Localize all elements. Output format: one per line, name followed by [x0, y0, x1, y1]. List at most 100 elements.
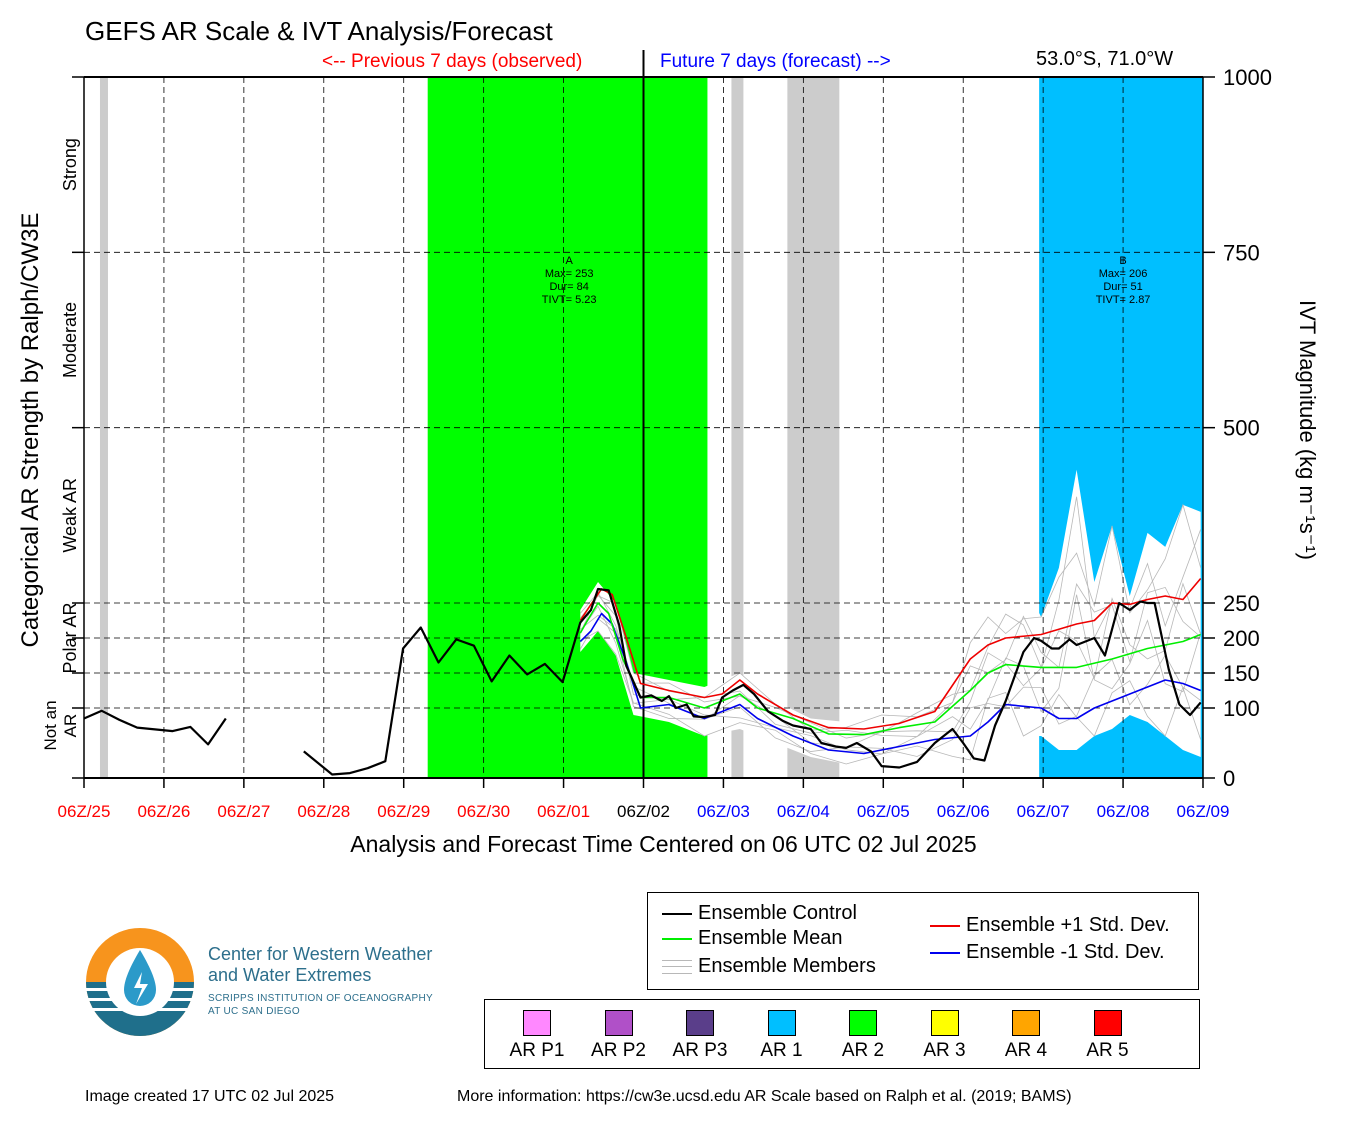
x-tick-label: 06Z/05 — [857, 802, 910, 821]
ensemble-member-line — [579, 583, 1201, 737]
x-tick-label: 06Z/27 — [217, 802, 270, 821]
ar-scale-label: AR 2 — [841, 1040, 885, 1061]
ar-scale-item: AR 4 — [986, 1010, 1066, 1062]
ar-event-annotation: Max= 253 — [545, 268, 594, 280]
x-tick-label: 06Z/29 — [377, 802, 430, 821]
legend-plus-std-label: Ensemble +1 Std. Dev. — [966, 914, 1170, 936]
y-tick-label: 1000 — [1223, 65, 1272, 90]
members-line-swatch — [662, 959, 692, 974]
y-tick-label: 250 — [1223, 591, 1260, 616]
x-tick-label: 06Z/01 — [537, 802, 590, 821]
ar-scale-label: AR P2 — [591, 1040, 646, 1061]
category-label: Strong — [60, 138, 80, 191]
ar-scale-swatch — [849, 1010, 877, 1036]
category-label: AR — [61, 714, 80, 738]
series-ensemble-mean — [579, 602, 1201, 736]
mean-line-swatch — [662, 937, 692, 940]
ar-scale-legend: AR P1 AR P2 AR P3 AR 1 AR 2 AR 3 AR 4 AR 5 — [484, 999, 1200, 1069]
x-tick-label: 06Z/26 — [137, 802, 190, 821]
ar-scale-item: AR 5 — [1068, 1010, 1148, 1062]
series-ensemble-control — [83, 709, 227, 746]
x-tick-label: 06Z/04 — [777, 802, 830, 821]
ar-scale-swatch — [686, 1010, 714, 1036]
ar-event-annotation: Dur= 51 — [1103, 281, 1142, 293]
ar-scale-item: AR 1 — [742, 1010, 822, 1062]
y-tick-label: 100 — [1223, 696, 1260, 721]
legend-minus-std: Ensemble -1 Std. Dev. — [930, 941, 1165, 964]
location-label: 53.0°S, 71.0°W — [1036, 48, 1174, 70]
ensemble-member-line — [579, 594, 1202, 755]
x-tick-label: 06Z/07 — [1017, 802, 1070, 821]
future-days-label: Future 7 days (forecast) --> — [660, 51, 891, 72]
logo-line4: AT UC SAN DIEGO — [208, 1006, 300, 1017]
legend-mean-label: Ensemble Mean — [698, 927, 843, 949]
x-tick-label: 06Z/25 — [58, 802, 111, 821]
series-ensemble-1-std-dev- — [579, 612, 1201, 755]
legend: Ensemble Control Ensemble Mean Ensemble … — [647, 892, 1199, 990]
ar-scale-item: AR 3 — [905, 1010, 985, 1062]
ar-scale-label: AR P1 — [509, 1040, 565, 1061]
ar-scale-label: AR 1 — [760, 1040, 803, 1061]
control-line-swatch — [662, 912, 692, 915]
category-label: Moderate — [60, 302, 80, 378]
minus-std-line-swatch — [930, 951, 960, 954]
footer-created: Image created 17 UTC 02 Jul 2025 — [85, 1088, 335, 1105]
legend-control: Ensemble Control — [662, 902, 857, 925]
ar-scale-swatch — [1093, 1010, 1122, 1036]
legend-members-label: Ensemble Members — [698, 955, 876, 977]
ensemble-member-line — [579, 617, 1202, 757]
y-axis-right-label: IVT Magnitude (kg m⁻¹s⁻¹) — [1295, 300, 1320, 560]
ar-event-annotation: A — [565, 255, 573, 267]
category-label: Polar AR — [60, 602, 80, 673]
ar-scale-label: AR 5 — [1086, 1040, 1129, 1061]
x-tick-label: 06Z/08 — [1097, 802, 1150, 821]
logo-line1: Center for Western Weather — [208, 944, 433, 964]
y-tick-label: 500 — [1223, 416, 1260, 441]
footer-info: More information: https://cw3e.ucsd.edu … — [457, 1088, 1072, 1105]
chart-title: GEFS AR Scale & IVT Analysis/Forecast — [85, 16, 553, 46]
y-tick-label: 200 — [1223, 626, 1260, 651]
logo-line3: SCRIPPS INSTITUTION OF OCEANOGRAPHY — [208, 993, 433, 1004]
category-label: Weak AR — [60, 478, 80, 553]
ar-event-annotation: B — [1119, 255, 1126, 267]
ar-scale-item: AR 2 — [823, 1010, 903, 1062]
category-label: Not an — [41, 700, 60, 750]
y-tick-label: 750 — [1223, 240, 1260, 265]
ar-scale-swatch — [930, 1010, 959, 1036]
y-tick-label: 150 — [1223, 661, 1260, 686]
logo-line2: and Water Extremes — [208, 965, 372, 985]
legend-minus-std-label: Ensemble -1 Std. Dev. — [966, 941, 1165, 963]
ar-event-annotation: TIVT= 2.87 — [1096, 294, 1151, 306]
x-tick-label: 06Z/06 — [937, 802, 990, 821]
legend-mean: Ensemble Mean — [662, 927, 843, 950]
ar-scale-swatch — [1012, 1010, 1040, 1036]
previous-days-label: <-- Previous 7 days (observed) — [322, 51, 583, 72]
ar-scale-label: AR P3 — [672, 1040, 728, 1061]
x-tick-label: 06Z/30 — [457, 802, 510, 821]
ar-scale-swatch — [767, 1010, 796, 1036]
ar-scale-label: AR 4 — [1004, 1040, 1048, 1061]
legend-control-label: Ensemble Control — [698, 902, 857, 924]
y-tick-label: 0 — [1223, 766, 1235, 791]
cw3e-logo-icon — [86, 928, 194, 1036]
plus-std-line-swatch — [930, 924, 960, 927]
ar-event-annotation: Max= 206 — [1099, 268, 1148, 280]
series-ensemble-control — [303, 587, 1202, 776]
x-tick-label: 06Z/03 — [697, 802, 750, 821]
legend-plus-std: Ensemble +1 Std. Dev. — [930, 914, 1170, 937]
ar-scale-item: AR P2 — [579, 1010, 659, 1062]
ar-scale-swatch — [523, 1010, 551, 1036]
x-axis-label: Analysis and Forecast Time Centered on 0… — [350, 831, 976, 857]
x-tick-label: 06Z/28 — [297, 802, 350, 821]
ar-scale-item: AR P3 — [660, 1010, 740, 1062]
ar-scale-label: AR 3 — [923, 1040, 966, 1061]
ensemble-member-line — [580, 630, 1201, 765]
legend-members: Ensemble Members — [662, 955, 876, 978]
x-tick-label: 06Z/09 — [1177, 802, 1230, 821]
y-axis-left-label: Categorical AR Strength by Ralph/CW3E — [17, 213, 44, 648]
ar-scale-item: AR P1 — [497, 1010, 577, 1062]
ar-scale-swatch — [604, 1010, 633, 1036]
ar-event-annotation: TIVT= 5.23 — [542, 294, 597, 306]
gray-period — [99, 77, 108, 778]
